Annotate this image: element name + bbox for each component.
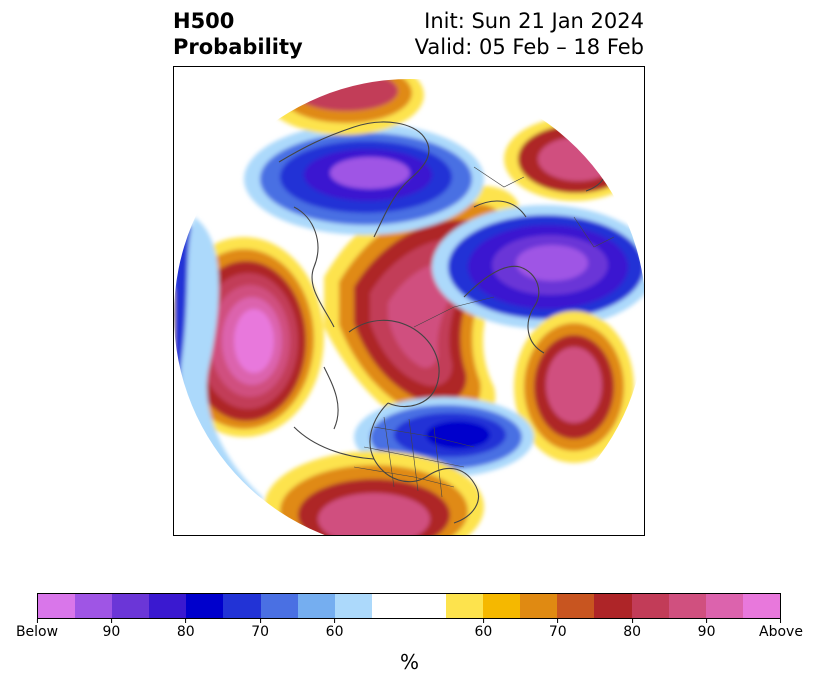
ridge-zone bbox=[234, 309, 274, 373]
tick-mark bbox=[482, 619, 484, 623]
tick-label: 80 bbox=[623, 624, 642, 640]
colorbar-tick: 80 bbox=[623, 619, 641, 639]
colorbar-cell bbox=[742, 594, 780, 618]
tick-mark bbox=[631, 619, 633, 623]
title-line-1: H500 bbox=[173, 9, 235, 33]
tick-label: Above bbox=[759, 624, 803, 640]
tick-label: 70 bbox=[548, 624, 567, 640]
tick-label: 80 bbox=[176, 624, 195, 640]
colorbar-tick: 60 bbox=[326, 619, 344, 639]
colorbar-cell bbox=[149, 594, 187, 618]
colorbar-cell bbox=[38, 594, 76, 618]
colorbar-cell bbox=[483, 594, 521, 618]
colorbar-unit: % bbox=[399, 650, 419, 674]
colorbar-tick: Below bbox=[16, 619, 58, 639]
map-dates: Init: Sun 21 Jan 2024 Valid: 05 Feb – 18… bbox=[330, 8, 644, 60]
tick-mark bbox=[36, 619, 38, 623]
tick-mark bbox=[780, 619, 782, 623]
colorbar-tick: Above bbox=[759, 619, 803, 639]
colorbar-cell bbox=[75, 594, 113, 618]
valid-range: Valid: 05 Feb – 18 Feb bbox=[414, 35, 644, 59]
tick-mark bbox=[110, 619, 112, 623]
colorbar-cell bbox=[334, 594, 372, 618]
tick-mark bbox=[259, 619, 261, 623]
trough-zone bbox=[516, 245, 588, 281]
colorbar-cell bbox=[297, 594, 335, 618]
tick-mark bbox=[185, 619, 187, 623]
tick-label: 70 bbox=[251, 624, 270, 640]
tick-mark bbox=[706, 619, 708, 623]
colorbar-tick: 90 bbox=[698, 619, 716, 639]
colorbar bbox=[37, 593, 781, 619]
tick-label: Below bbox=[15, 624, 59, 640]
trough-zone bbox=[330, 157, 410, 189]
colorbar-cell bbox=[705, 594, 743, 618]
colorbar-cell bbox=[112, 594, 150, 618]
ridge-zone bbox=[294, 79, 398, 111]
colorbar-cell bbox=[371, 594, 409, 618]
tick-mark bbox=[557, 619, 559, 623]
colorbar-cell bbox=[557, 594, 595, 618]
colorbar-cell bbox=[668, 594, 706, 618]
colorbar-tick: 80 bbox=[177, 619, 195, 639]
ridge-zone bbox=[538, 137, 618, 181]
colorbar-cell bbox=[260, 594, 298, 618]
trough-zone bbox=[426, 421, 490, 449]
colorbar-tick: 70 bbox=[549, 619, 567, 639]
colorbar-cell bbox=[446, 594, 484, 618]
map-title: H500 Probability bbox=[173, 8, 303, 60]
tick-label: 90 bbox=[697, 624, 716, 640]
colorbar-cell bbox=[594, 594, 632, 618]
colorbar-cell bbox=[186, 594, 224, 618]
colorbar-cell bbox=[223, 594, 261, 618]
colorbar-tick: 90 bbox=[102, 619, 120, 639]
tick-label: 60 bbox=[474, 624, 493, 640]
colorbar-cell bbox=[408, 594, 447, 618]
colorbar-cell bbox=[520, 594, 558, 618]
init-date: Init: Sun 21 Jan 2024 bbox=[424, 9, 644, 33]
colorbar-cell bbox=[631, 594, 669, 618]
tick-label: 60 bbox=[325, 624, 344, 640]
colorbar-tick: 60 bbox=[474, 619, 492, 639]
ridge-zone bbox=[546, 347, 602, 423]
boundaries bbox=[353, 166, 615, 498]
probability-field bbox=[174, 79, 644, 535]
colorbar-ticks: Below 90 80 70 60 60 70 80 90 Above bbox=[16, 619, 803, 639]
tick-mark bbox=[334, 619, 336, 623]
colorbar-tick: 70 bbox=[251, 619, 269, 639]
ridge-zone bbox=[318, 493, 430, 535]
title-line-2: Probability bbox=[173, 35, 303, 59]
polar-map bbox=[173, 66, 645, 536]
tick-label: 90 bbox=[102, 624, 121, 640]
